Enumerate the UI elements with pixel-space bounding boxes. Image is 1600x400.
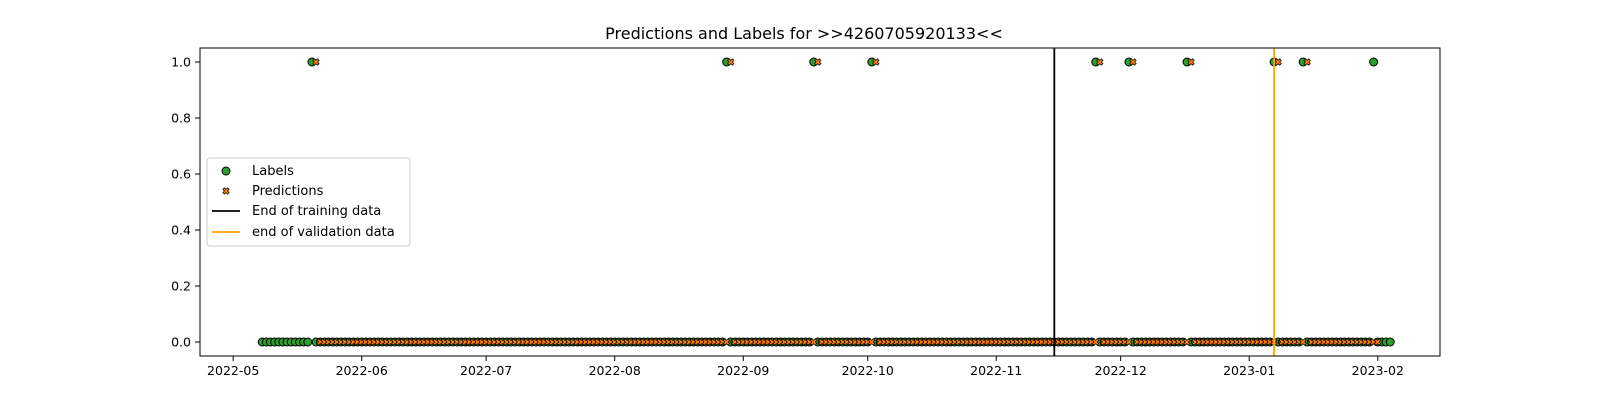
prediction-point	[1096, 58, 1104, 66]
x-tick-label: 2023-02	[1352, 363, 1404, 378]
label-point	[303, 337, 313, 347]
label-point	[1369, 57, 1379, 67]
legend-label-labels: Labels	[252, 164, 294, 179]
prediction-point	[1125, 338, 1133, 346]
y-tick-label: 0.0	[171, 335, 191, 350]
x-tick-label: 2022-07	[460, 363, 512, 378]
label-point	[1385, 337, 1395, 347]
prediction-point	[814, 58, 822, 66]
x-tick-label: 2022-05	[207, 363, 259, 378]
legend-label-training: End of training data	[252, 204, 381, 219]
y-tick-label: 0.6	[171, 167, 191, 182]
prediction-point	[1299, 338, 1307, 346]
prediction-point	[1091, 338, 1100, 346]
prediction-point	[1187, 58, 1195, 66]
prediction-point	[1303, 58, 1311, 66]
prediction-point	[312, 58, 320, 66]
prediction-point	[809, 338, 818, 346]
plot-frame	[199, 47, 1441, 357]
vlines-layer	[1053, 48, 1276, 356]
x-tick-label: 2022-06	[336, 363, 388, 378]
legend-label-validation: end of validation data	[252, 225, 395, 240]
prediction-point	[722, 338, 731, 346]
x-tick-label: 2022-11	[970, 363, 1022, 378]
prediction-point	[1183, 338, 1191, 346]
legend-marker-labels	[221, 166, 231, 176]
legend-label-predictions: Predictions	[252, 184, 324, 199]
x-axis: 2022-05 2022-06 2022-07 2022-08 2022-09 2022-…	[207, 356, 1404, 378]
y-tick-label: 0.8	[171, 111, 191, 126]
x-tick-label: 2022-10	[842, 363, 894, 378]
x-tick-label: 2023-01	[1223, 363, 1275, 378]
y-tick-label: 1.0	[171, 55, 191, 70]
y-axis: 0.0 0.2 0.4 0.6 0.8 1.0	[171, 55, 200, 350]
x-tick-label: 2022-09	[717, 363, 769, 378]
legend: Labels Predictions End of training data …	[206, 157, 411, 247]
y-tick-label: 0.2	[171, 279, 191, 294]
prediction-point	[1373, 338, 1382, 346]
chart-title: Predictions and Labels for >>42607059201…	[605, 24, 1003, 43]
legend-frame	[206, 157, 411, 247]
marks-layer	[257, 57, 1395, 347]
x-tick-label: 2022-12	[1095, 363, 1147, 378]
x-tick-label: 2022-08	[589, 363, 641, 378]
prediction-point	[1129, 58, 1137, 66]
prediction-point	[867, 338, 876, 346]
prediction-point	[726, 58, 735, 66]
legend-marker-predictions	[222, 187, 230, 195]
prediction-point	[872, 58, 880, 66]
y-tick-label: 0.4	[171, 223, 191, 238]
